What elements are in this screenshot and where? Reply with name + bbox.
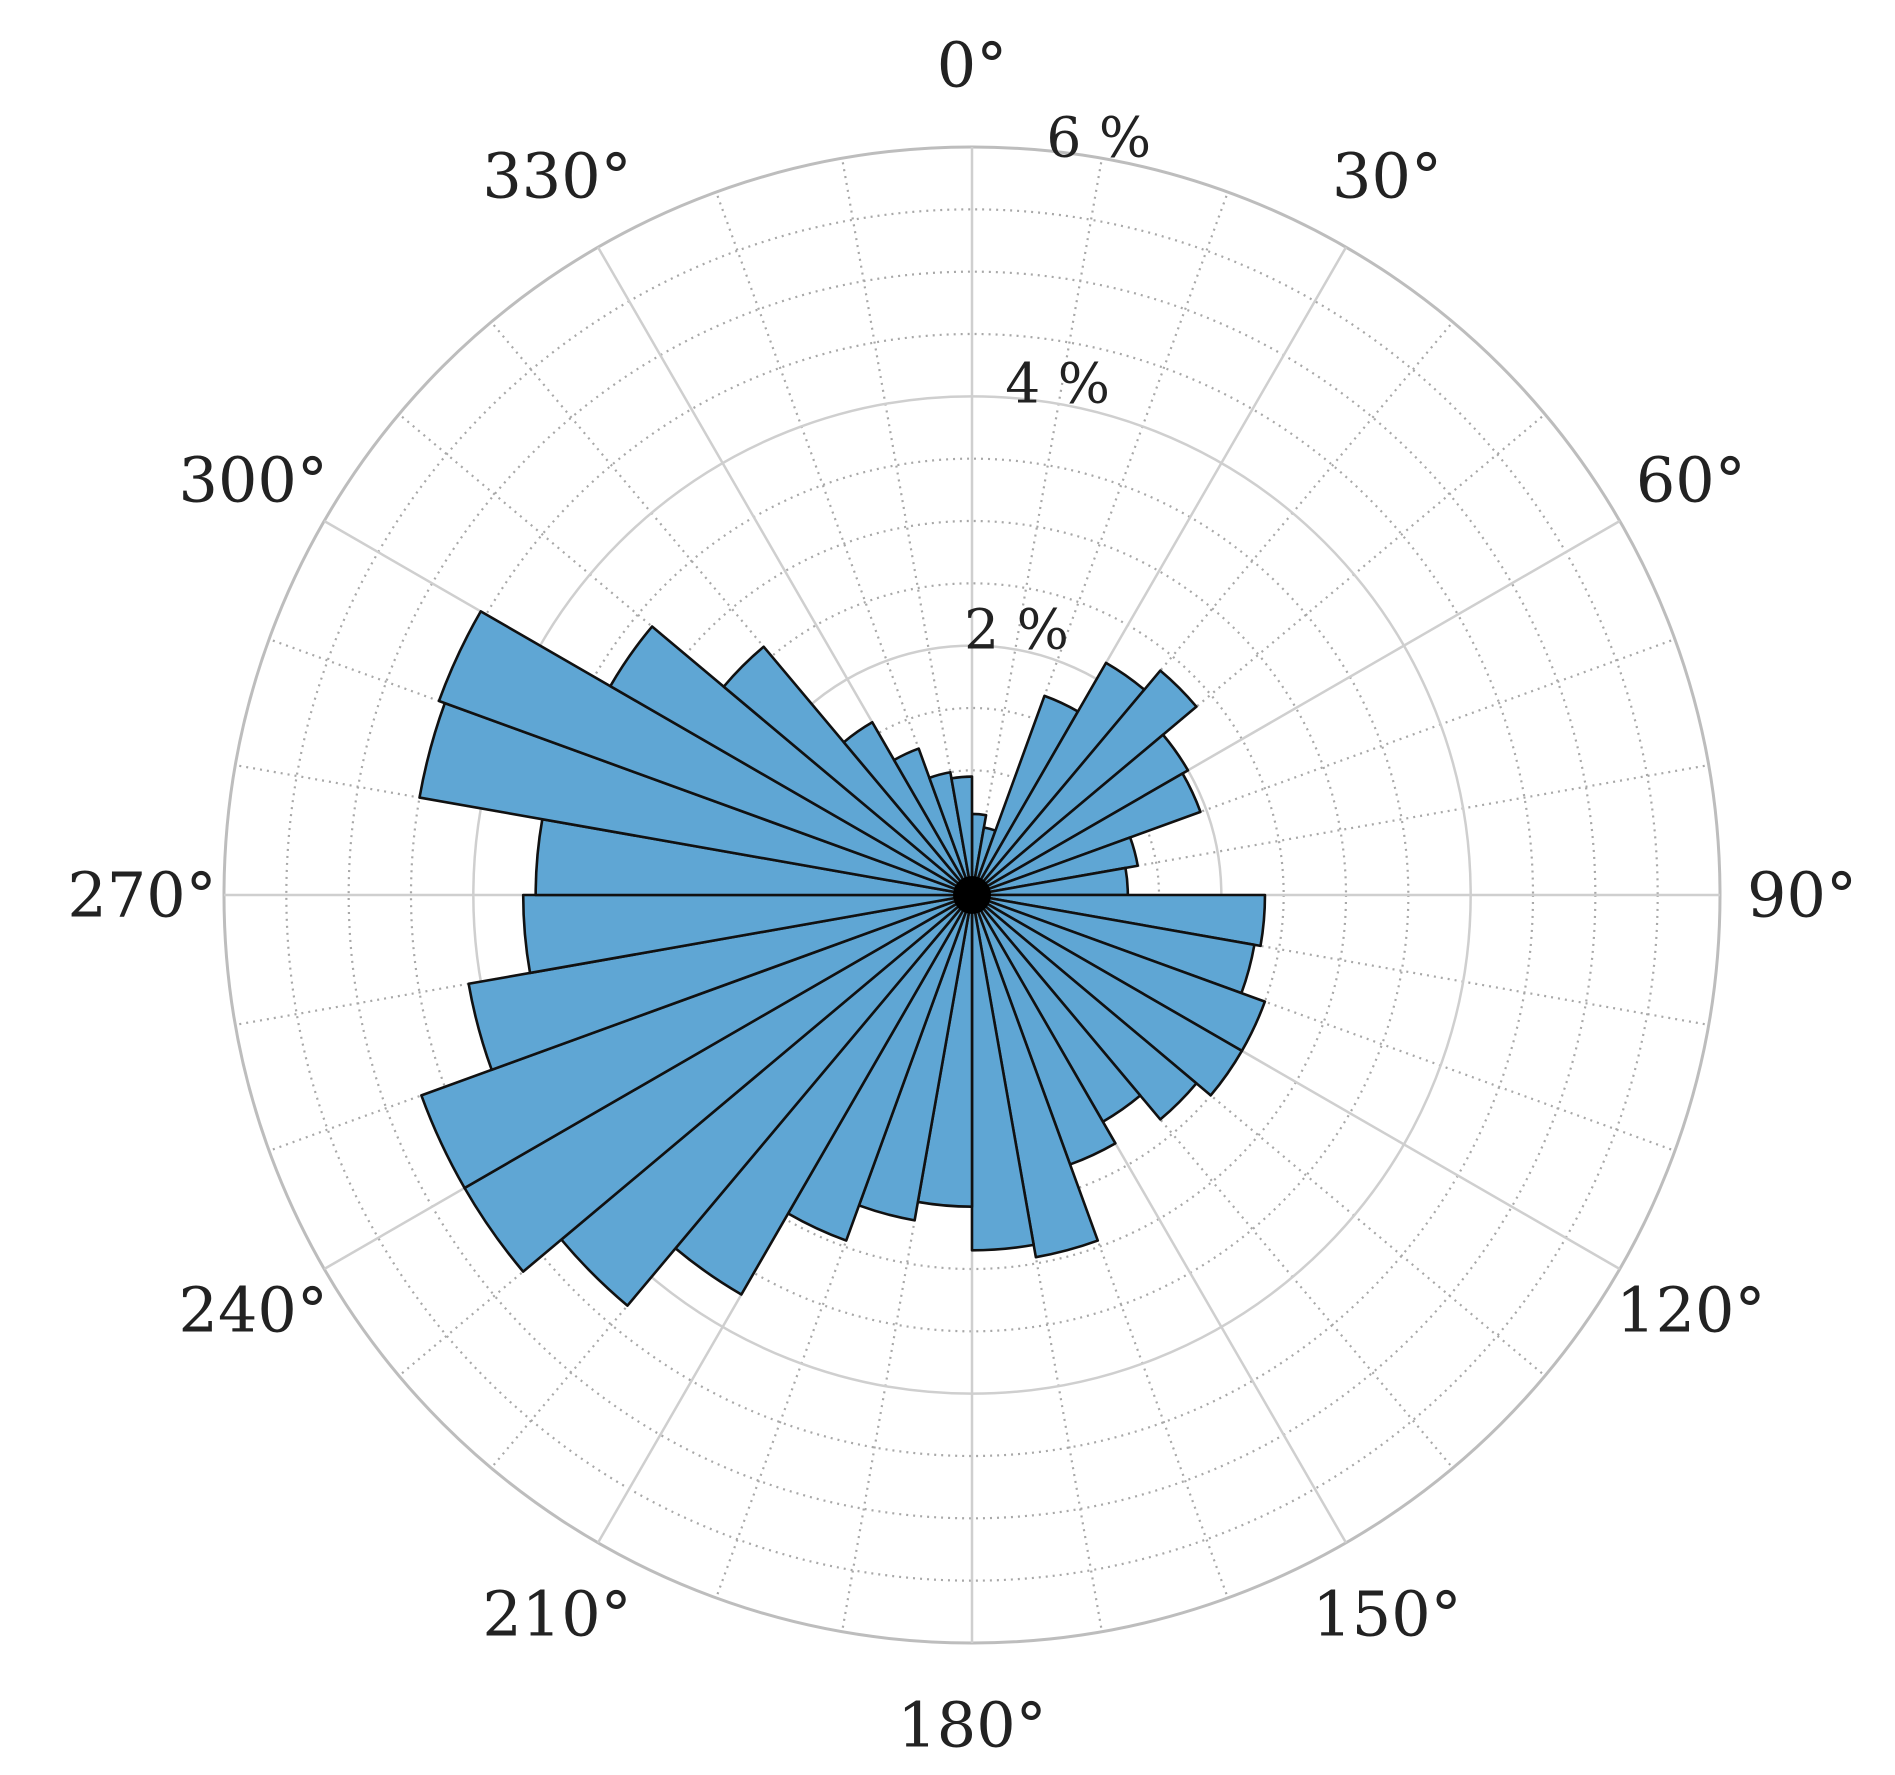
minor-spoke [490, 321, 973, 896]
minor-spoke [971, 413, 1546, 896]
bar-wedge [970, 836, 1140, 897]
bar-wedge [970, 893, 1198, 1121]
minor-spoke [971, 894, 1546, 1377]
center-marker [953, 876, 991, 914]
minor-spoke [398, 413, 973, 896]
bar-wedge [970, 893, 1244, 1097]
theta-tick-label: 270° [67, 859, 216, 932]
minor-spoke [715, 191, 974, 896]
minor-spoke [268, 893, 973, 1152]
bar-wedge [420, 893, 974, 1190]
minor-spoke [970, 894, 1229, 1599]
bar-wedge [521, 893, 974, 975]
r-tick-label: 4 % [1005, 351, 1110, 415]
minor-spoke [971, 894, 1454, 1469]
bar-wedge [928, 770, 974, 897]
bar-wedge [970, 772, 1202, 897]
minor-spoke [971, 638, 1676, 897]
bar-wedge [970, 893, 1100, 1259]
minor-spoke [235, 764, 973, 897]
minor-spoke [841, 158, 974, 896]
theta-tick-label: 240° [179, 1274, 328, 1347]
bar-wedge [609, 625, 974, 897]
minor-spoke [971, 321, 1454, 896]
bar-wedge [970, 733, 1190, 897]
minor-spoke [398, 894, 973, 1377]
theta-tick-label: 120° [1616, 1274, 1765, 1347]
r-tick-label: 6 % [1046, 106, 1151, 170]
minor-spoke [971, 893, 1676, 1152]
minor-spoke [235, 893, 973, 1026]
minor-spoke [490, 894, 973, 1469]
r-tick-label: 2 % [964, 597, 1069, 661]
minor-spoke [971, 893, 1709, 1026]
theta-tick-label: 180° [897, 1689, 1046, 1762]
tick-labels: 0° 30° 60° 90° 120° 150° 180° 210° 240° 270° 300° 3… [67, 29, 1857, 1762]
minor-spoke [970, 191, 1229, 896]
bar-wedge [892, 747, 974, 897]
theta-tick-label: 210° [482, 1577, 631, 1650]
minor-spoke [715, 894, 974, 1599]
theta-tick-label: 60° [1636, 444, 1746, 517]
bar-wedge [970, 893, 1035, 1252]
bar-wedge [970, 669, 1198, 897]
minor-spoke [971, 764, 1709, 897]
bar-wedge [950, 775, 974, 897]
theta-tick-label: 30° [1332, 140, 1442, 213]
bar-wedge [722, 645, 974, 897]
bar-wedge [437, 610, 974, 897]
theta-tick-label: 90° [1747, 859, 1857, 932]
bar-wedge [467, 893, 974, 1072]
minor-spoke [841, 894, 974, 1632]
theta-tick-label: 300° [179, 444, 328, 517]
minor-spoke [970, 158, 1103, 896]
bar-wedge [842, 720, 974, 897]
theta-tick-label: 0° [937, 29, 1007, 102]
theta-tick-label: 330° [482, 140, 631, 213]
bars [418, 610, 1267, 1307]
minor-spoke [970, 894, 1103, 1632]
center [953, 876, 991, 914]
minor-spoke [268, 638, 973, 897]
theta-tick-label: 150° [1312, 1577, 1461, 1650]
